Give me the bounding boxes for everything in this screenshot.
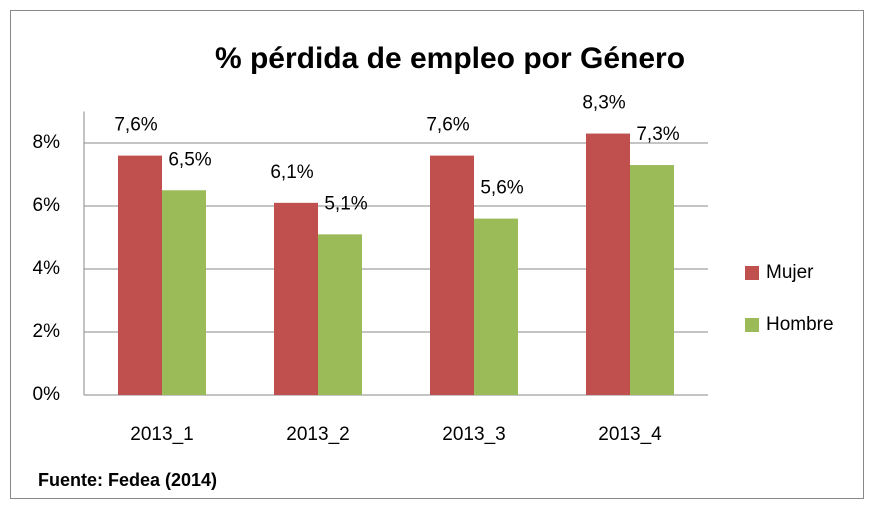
- value-label: 8,3%: [582, 93, 625, 114]
- x-tick-label: 2013_4: [598, 424, 662, 445]
- value-label: 6,1%: [270, 162, 313, 183]
- value-label: 7,6%: [426, 115, 469, 136]
- value-label: 7,6%: [114, 115, 157, 136]
- bar: [318, 234, 362, 395]
- value-label: 7,3%: [636, 124, 679, 145]
- bar: [118, 155, 162, 395]
- y-tick-label: 8%: [33, 132, 61, 153]
- legend-label: Mujer: [766, 262, 814, 283]
- x-tick-label: 2013_3: [442, 424, 505, 445]
- bar: [630, 165, 674, 395]
- source-note: Fuente: Fedea (2014): [38, 470, 217, 490]
- bar: [430, 155, 474, 395]
- bar: [162, 190, 206, 395]
- x-tick-label: 2013_1: [130, 424, 193, 445]
- value-label: 5,1%: [324, 193, 367, 214]
- x-tick-label: 2013_2: [286, 424, 349, 445]
- y-tick-label: 0%: [33, 384, 61, 405]
- legend-swatch: [745, 318, 759, 332]
- chart-title: % pérdida de empleo por Género: [215, 42, 685, 75]
- y-tick-label: 2%: [33, 321, 61, 342]
- y-tick-label: 6%: [33, 195, 61, 216]
- y-tick-label: 4%: [33, 258, 61, 279]
- legend-label: Hombre: [766, 314, 834, 335]
- bar: [586, 133, 630, 396]
- value-label: 5,6%: [480, 178, 523, 199]
- legend-swatch: [745, 266, 759, 280]
- bar: [474, 218, 518, 395]
- bar: [274, 202, 318, 395]
- value-label: 6,5%: [168, 149, 211, 170]
